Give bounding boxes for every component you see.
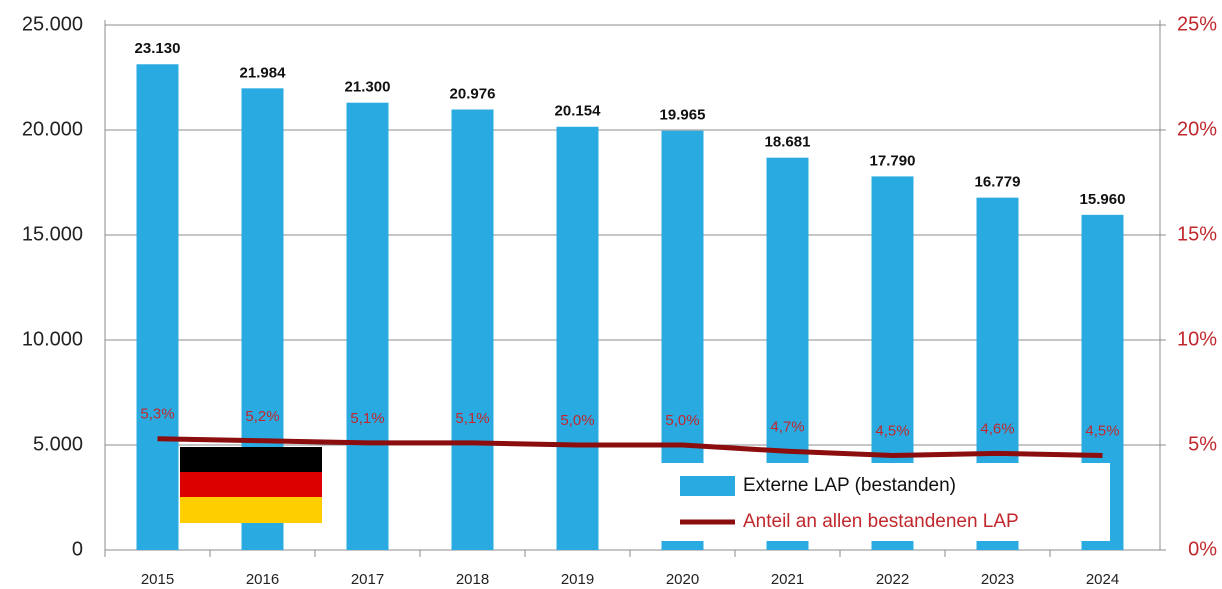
- x-tick-label: 2021: [771, 571, 804, 588]
- line-value-label: 5,1%: [350, 410, 384, 427]
- bar-value-label: 16.779: [975, 174, 1021, 191]
- line-value-label: 4,5%: [1085, 422, 1119, 439]
- legend-label: Anteil an allen bestandenen LAP: [743, 511, 1019, 532]
- bar: [451, 109, 494, 550]
- y2-tick-label: 25%: [1177, 13, 1217, 35]
- bar-value-label: 17.790: [870, 152, 916, 169]
- x-tick-label: 2020: [666, 571, 699, 588]
- x-tick-label: 2019: [561, 571, 594, 588]
- x-tick-label: 2016: [246, 571, 279, 588]
- y2-tick-label: 20%: [1177, 118, 1217, 140]
- legend-label: Externe LAP (bestanden): [743, 475, 956, 496]
- bar-value-label: 21.984: [240, 64, 287, 81]
- y2-tick-label: 5%: [1188, 433, 1217, 455]
- flag-red: [180, 472, 322, 497]
- bar: [346, 102, 389, 550]
- flag-gold: [180, 497, 322, 523]
- bar: [556, 126, 599, 551]
- line-value-label: 5,1%: [455, 410, 489, 427]
- y-tick-label: 20.000: [22, 118, 83, 140]
- y2-tick-label: 0%: [1188, 538, 1217, 560]
- bar-value-label: 21.300: [345, 79, 391, 96]
- flag: [180, 447, 322, 523]
- bar-value-label: 15.960: [1080, 191, 1126, 208]
- flag-black: [180, 447, 322, 472]
- legend-marker: [680, 476, 735, 496]
- x-tick-label: 2015: [141, 571, 174, 588]
- line-value-label: 5,2%: [245, 408, 279, 425]
- x-tick-label: 2017: [351, 571, 384, 588]
- line-value-label: 5,3%: [140, 406, 174, 423]
- x-tick-label: 2018: [456, 571, 489, 588]
- x-tick-label: 2022: [876, 571, 909, 588]
- bar-value-label: 23.130: [135, 40, 181, 57]
- bar-value-label: 18.681: [765, 134, 811, 151]
- y-tick-label: 5.000: [33, 433, 83, 455]
- line-value-label: 4,6%: [980, 420, 1014, 437]
- y-tick-label: 10.000: [22, 328, 83, 350]
- y2-tick-label: 15%: [1177, 223, 1217, 245]
- bar-value-label: 20.976: [450, 85, 496, 102]
- line-value-label: 5,0%: [665, 412, 699, 429]
- y-tick-label: 0: [72, 538, 83, 560]
- bar-value-label: 20.154: [555, 103, 602, 120]
- y-tick-label: 15.000: [22, 223, 83, 245]
- y-tick-label: 25.000: [22, 13, 83, 35]
- x-tick-label: 2023: [981, 571, 1014, 588]
- line-value-label: 4,5%: [875, 422, 909, 439]
- bar-value-label: 19.965: [660, 107, 706, 124]
- y2-tick-label: 10%: [1177, 328, 1217, 350]
- legend: Externe LAP (bestanden) Anteil an allen b…: [658, 463, 1110, 541]
- line-value-label: 4,7%: [770, 418, 804, 435]
- bar: [136, 64, 179, 551]
- line: [157, 436, 1103, 459]
- x-tick-label: 2024: [1086, 571, 1119, 588]
- line-value-label: 5,0%: [560, 412, 594, 429]
